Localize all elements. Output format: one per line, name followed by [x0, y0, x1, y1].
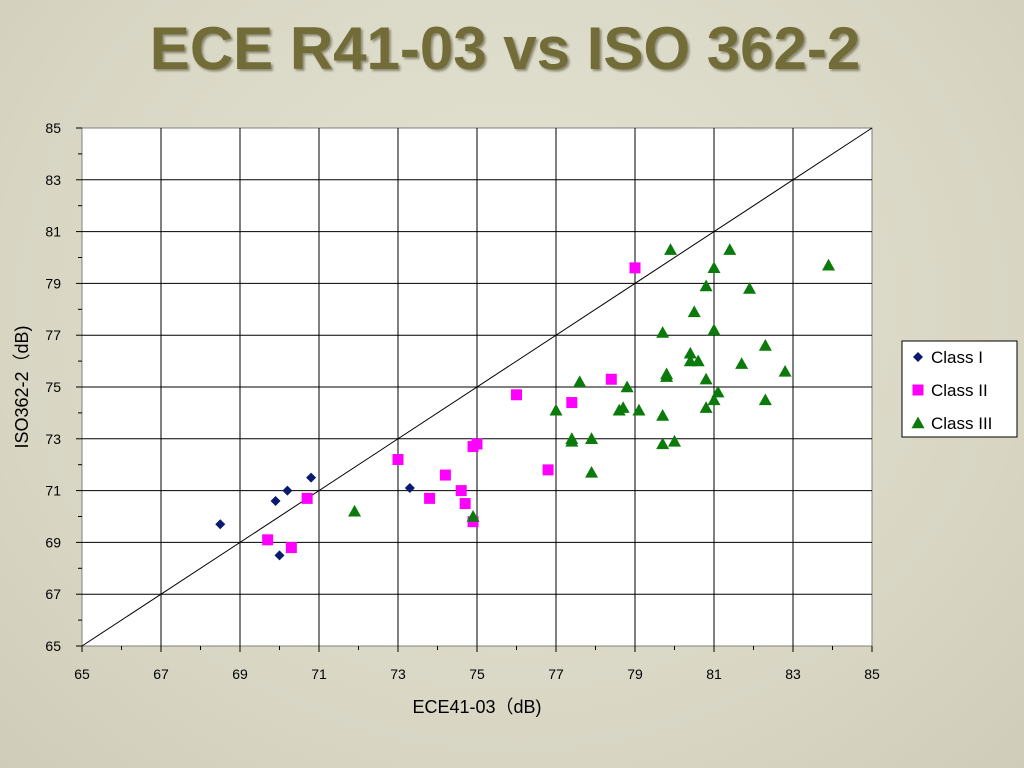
square-point — [301, 492, 313, 504]
diamond-point — [215, 519, 226, 530]
square-point — [605, 373, 617, 385]
legend-label: Class II — [931, 381, 988, 400]
legend-label: Class I — [931, 348, 983, 367]
y-tick-label: 73 — [45, 431, 61, 447]
triangle-point — [632, 403, 646, 416]
triangle-point — [699, 401, 713, 413]
triangle-point — [656, 326, 670, 338]
triangle-point — [660, 370, 674, 382]
triangle-point — [707, 323, 721, 336]
x-tick-label: 67 — [153, 666, 169, 682]
diamond-point — [270, 495, 281, 506]
x-tick-label: 85 — [864, 666, 880, 682]
y-tick-label: 75 — [45, 379, 61, 395]
square-point — [566, 397, 578, 409]
triangle-point — [466, 510, 480, 522]
triangle-point — [735, 357, 749, 369]
x-tick-label: 75 — [469, 666, 485, 682]
triangle-point — [687, 305, 701, 318]
y-axis-title: ISO362-2（dB) — [12, 325, 32, 448]
reference-line — [81, 127, 873, 647]
y-tick-label: 71 — [45, 483, 61, 499]
triangle-point — [707, 261, 721, 274]
y-tick-label: 83 — [45, 172, 61, 188]
triangle-point — [743, 282, 757, 294]
legend: Class I Class II Class III — [901, 340, 1018, 438]
x-tick-label: 81 — [706, 666, 722, 682]
triangle-point — [585, 432, 599, 444]
triangle-point — [620, 380, 634, 393]
square-point — [285, 542, 297, 554]
triangle-point — [656, 437, 670, 450]
triangle-point — [573, 375, 587, 388]
triangle-point — [585, 465, 599, 478]
triangle-point — [565, 434, 579, 447]
y-tick-labels: 65 67 69 71 73 75 77 79 81 83 85 — [45, 120, 61, 654]
square-point — [511, 389, 522, 401]
triangle-point — [707, 393, 721, 406]
square-point — [392, 454, 404, 466]
x-tick-label: 71 — [311, 666, 327, 682]
y-tick-label: 69 — [45, 534, 61, 550]
x-tick-label: 83 — [785, 666, 801, 682]
triangle-point — [691, 354, 705, 367]
y-tick-label: 65 — [45, 638, 61, 654]
triangle-point — [778, 364, 792, 377]
diamond-point — [274, 550, 285, 561]
x-tick-label: 73 — [390, 666, 406, 682]
data-points — [215, 243, 836, 561]
x-tick-label: 65 — [74, 666, 90, 682]
diamond-point — [282, 485, 293, 496]
triangle-point — [668, 434, 681, 447]
triangle-point — [348, 504, 362, 517]
slide-title: ECE R41-03 vs ISO 362-2 — [149, 15, 861, 82]
legend-diamond-icon — [913, 352, 923, 362]
legend-triangle-icon — [911, 416, 925, 429]
square-point — [471, 438, 483, 450]
y-tick-label: 67 — [45, 586, 61, 602]
grid-lines — [82, 128, 872, 646]
square-point — [262, 534, 274, 546]
square-point — [455, 485, 467, 497]
square-point — [459, 498, 471, 510]
series-class-i — [215, 472, 415, 561]
square-point — [542, 464, 554, 476]
triangle-point — [699, 279, 713, 292]
triangle-point — [699, 372, 713, 385]
y-tick-label: 79 — [45, 275, 61, 291]
triangle-point — [664, 243, 678, 255]
x-tick-label: 77 — [548, 666, 564, 682]
x-tick-label: 79 — [627, 666, 643, 682]
x-tick-label: 69 — [232, 666, 248, 682]
y-tick-label: 77 — [45, 327, 61, 343]
triangle-point — [723, 243, 737, 255]
axis-ticks — [76, 127, 873, 652]
triangle-point — [683, 346, 697, 359]
triangle-point — [616, 401, 630, 413]
diamond-point — [306, 472, 317, 483]
triangle-point — [758, 393, 772, 406]
series-class-iii — [348, 243, 836, 522]
triangle-point — [822, 258, 836, 271]
y-tick-label: 81 — [45, 224, 61, 240]
triangle-point — [656, 408, 670, 421]
triangle-point — [758, 339, 772, 351]
legend-square-icon — [912, 384, 924, 396]
legend-label: Class III — [931, 414, 992, 433]
square-point — [629, 262, 641, 274]
diamond-point — [404, 483, 415, 494]
x-axis-title: ECE41-03（dB) — [412, 697, 541, 717]
triangle-point — [711, 385, 725, 398]
x-tick-labels: 65 67 69 71 73 75 77 79 81 83 85 — [74, 666, 880, 682]
square-point — [424, 492, 436, 504]
square-point — [439, 469, 451, 481]
y-tick-label: 85 — [45, 120, 61, 136]
triangle-point — [549, 403, 563, 416]
